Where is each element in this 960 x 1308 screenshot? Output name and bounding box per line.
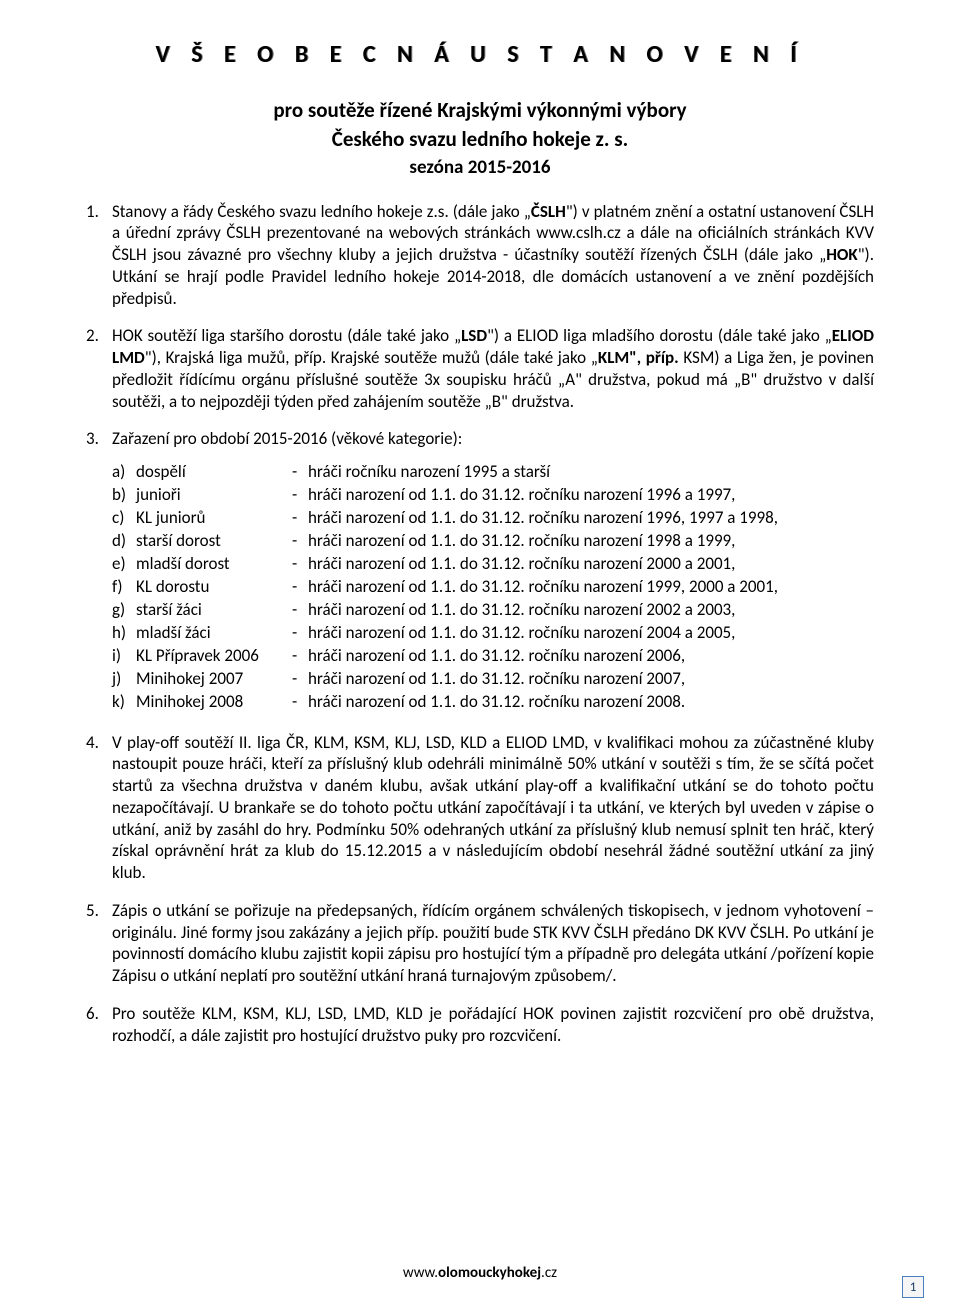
para-body: Zápis o utkání se pořizuje na předepsaný…	[112, 900, 874, 987]
category-row: k)Minihokej 2008-hráči narození od 1.1. …	[112, 691, 874, 714]
paragraph-5: 5. Zápis o utkání se pořizuje na předeps…	[86, 900, 874, 987]
cat-desc: hráči narození od 1.1. do 31.12. ročníku…	[308, 484, 874, 507]
cat-label: starší dorost	[136, 530, 292, 553]
cat-desc: hráči narození od 1.1. do 31.12. ročníku…	[308, 645, 874, 668]
page-number: 1	[910, 1280, 917, 1295]
cat-label: starší žáci	[136, 599, 292, 622]
cat-letter: f)	[112, 576, 136, 599]
para-body: Zařazení pro období 2015-2016 (věkové ka…	[112, 428, 462, 449]
footer-tld: .cz	[541, 1264, 557, 1282]
subtitle-line-2: Českého svazu ledního hokeje z. s.	[86, 126, 874, 153]
category-row: g)starší žáci-hráči narození od 1.1. do …	[112, 599, 874, 622]
cat-label: mladší žáci	[136, 622, 292, 645]
para-number: 4.	[86, 732, 112, 884]
category-row: b)junioři-hráči narození od 1.1. do 31.1…	[112, 484, 874, 507]
para-body: HOK soutěží liga staršího dorostu (dále …	[112, 325, 874, 412]
cat-letter: a)	[112, 461, 136, 484]
text: ") a ELIOD liga mladšího dorostu (dále t…	[487, 325, 832, 346]
cat-dash: -	[292, 553, 308, 576]
cat-label: Minihokej 2007	[136, 668, 292, 691]
category-row: a)dospělí-hráči ročníku narození 1995 a …	[112, 461, 874, 484]
paragraph-2: 2. HOK soutěží liga staršího dorostu (dá…	[86, 325, 874, 412]
paragraph-4: 4. V play-off soutěží II. liga ČR, KLM, …	[86, 732, 874, 884]
cat-label: KL dorostu	[136, 576, 292, 599]
cat-desc: hráči narození od 1.1. do 31.12. ročníku…	[308, 530, 874, 553]
cat-label: mladší dorost	[136, 553, 292, 576]
cat-label: junioři	[136, 484, 292, 507]
category-row: f)KL dorostu-hráči narození od 1.1. do 3…	[112, 576, 874, 599]
text: Stanovy a řády Českého svazu ledního hok…	[112, 201, 531, 222]
para-number: 5.	[86, 900, 112, 987]
para-body: Pro soutěže KLM, KSM, KLJ, LSD, LMD, KLD…	[112, 1003, 874, 1047]
text: HOK soutěží liga staršího dorostu (dále …	[112, 325, 461, 346]
cat-desc: hráči narození od 1.1. do 31.12. ročníku…	[308, 691, 874, 714]
bold: ČSLH	[531, 201, 566, 222]
para-body: Stanovy a řády Českého svazu ledního hok…	[112, 201, 874, 310]
cat-dash: -	[292, 645, 308, 668]
cat-letter: j)	[112, 668, 136, 691]
category-row: i)KL Přípravek 2006-hráči narození od 1.…	[112, 645, 874, 668]
cat-dash: -	[292, 461, 308, 484]
footer-url: www.olomouckyhokej.cz	[0, 1264, 960, 1282]
para-number: 6.	[86, 1003, 112, 1047]
cat-letter: h)	[112, 622, 136, 645]
season-line: sezóna 2015-2016	[86, 156, 874, 179]
bold: HOK	[826, 244, 858, 265]
category-row: j)Minihokej 2007-hráči narození od 1.1. …	[112, 668, 874, 691]
cat-desc: hráči narození od 1.1. do 31.12. ročníku…	[308, 622, 874, 645]
cat-label: KL juniorů	[136, 507, 292, 530]
page-title: V Š E O B E C N Á U S T A N O V E N Í	[86, 40, 874, 69]
cat-letter: d)	[112, 530, 136, 553]
cat-dash: -	[292, 668, 308, 691]
paragraph-3-intro: 3. Zařazení pro období 2015-2016 (věkové…	[86, 428, 874, 449]
cat-letter: b)	[112, 484, 136, 507]
cat-desc: hráči narození od 1.1. do 31.12. ročníku…	[308, 553, 874, 576]
cat-desc: hráči narození od 1.1. do 31.12. ročníku…	[308, 507, 874, 530]
cat-letter: e)	[112, 553, 136, 576]
category-row: d)starší dorost-hráči narození od 1.1. d…	[112, 530, 874, 553]
category-table: a)dospělí-hráči ročníku narození 1995 a …	[112, 461, 874, 713]
page-number-box: 1	[902, 1276, 924, 1298]
cat-letter: i)	[112, 645, 136, 668]
para-number: 2.	[86, 325, 112, 412]
category-row: h)mladší žáci-hráči narození od 1.1. do …	[112, 622, 874, 645]
cat-dash: -	[292, 691, 308, 714]
footer-domain: olomouckyhokej	[438, 1264, 541, 1282]
cat-label: KL Přípravek 2006	[136, 645, 292, 668]
subtitle-line-1: pro soutěže řízené Krajskými výkonnými v…	[86, 97, 874, 124]
category-row: c)KL juniorů-hráči narození od 1.1. do 3…	[112, 507, 874, 530]
cat-letter: k)	[112, 691, 136, 714]
category-row: e)mladší dorost-hráči narození od 1.1. d…	[112, 553, 874, 576]
paragraph-6: 6. Pro soutěže KLM, KSM, KLJ, LSD, LMD, …	[86, 1003, 874, 1047]
cat-label: Minihokej 2008	[136, 691, 292, 714]
cat-dash: -	[292, 530, 308, 553]
bold: KLM", příp.	[598, 347, 679, 368]
cat-dash: -	[292, 484, 308, 507]
cat-desc: hráči ročníku narození 1995 a starší	[308, 461, 874, 484]
cat-desc: hráči narození od 1.1. do 31.12. ročníku…	[308, 576, 874, 599]
cat-desc: hráči narození od 1.1. do 31.12. ročníku…	[308, 599, 874, 622]
para-body: V play-off soutěží II. liga ČR, KLM, KSM…	[112, 732, 874, 884]
bold: LSD	[461, 325, 487, 346]
cat-dash: -	[292, 622, 308, 645]
paragraph-1: 1. Stanovy a řády Českého svazu ledního …	[86, 201, 874, 310]
cat-label: dospělí	[136, 461, 292, 484]
cat-dash: -	[292, 507, 308, 530]
cat-letter: g)	[112, 599, 136, 622]
footer-www: www.	[403, 1264, 438, 1282]
cat-dash: -	[292, 599, 308, 622]
cat-letter: c)	[112, 507, 136, 530]
para-number: 3.	[86, 428, 112, 449]
para-number: 1.	[86, 201, 112, 310]
cat-desc: hráči narození od 1.1. do 31.12. ročníku…	[308, 668, 874, 691]
text: "), Krajská liga mužů, příp. Krajské sou…	[145, 347, 598, 368]
cat-dash: -	[292, 576, 308, 599]
